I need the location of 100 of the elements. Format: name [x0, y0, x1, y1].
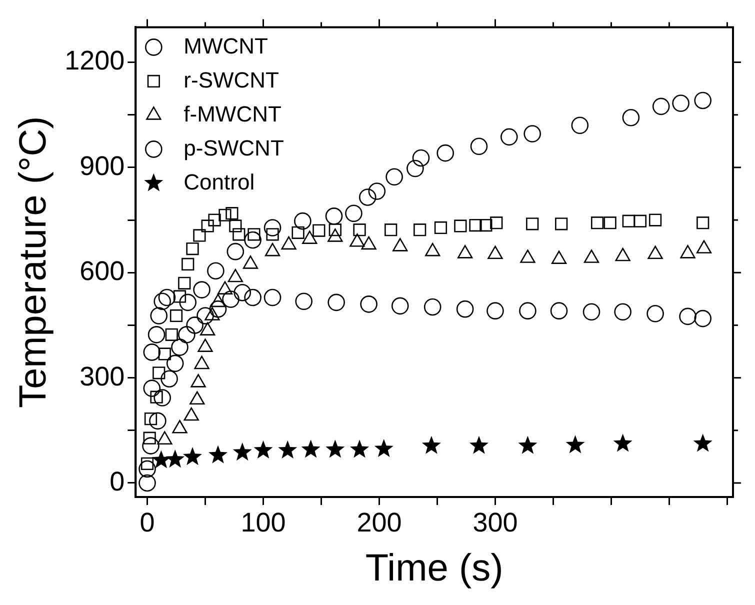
- point: [694, 310, 712, 328]
- point: [208, 445, 228, 464]
- point: [244, 288, 262, 306]
- point: [604, 216, 616, 230]
- point: [696, 216, 710, 230]
- point: [480, 218, 492, 232]
- point: [232, 442, 252, 461]
- point: [368, 182, 386, 200]
- x-tick-label: 0: [140, 508, 155, 538]
- y-tick-label: 300: [80, 361, 125, 392]
- point: [412, 149, 430, 167]
- point: [226, 242, 244, 260]
- point: [328, 294, 345, 312]
- legend-label: r-SWCNT: [184, 67, 279, 92]
- point: [157, 431, 172, 445]
- point: [148, 326, 166, 344]
- point: [138, 474, 156, 492]
- point: [201, 220, 214, 232]
- point: [158, 348, 171, 360]
- point: [234, 284, 252, 302]
- point: [414, 224, 426, 236]
- point: [170, 309, 183, 322]
- point: [406, 160, 424, 178]
- point: [345, 204, 362, 222]
- point: [158, 288, 176, 306]
- point: [222, 290, 240, 308]
- point: [264, 288, 282, 306]
- legend-label: p-SWCNT: [184, 135, 284, 160]
- point: [143, 432, 156, 444]
- point: [226, 207, 238, 220]
- point: [424, 298, 442, 316]
- point: [182, 447, 202, 466]
- point: [143, 380, 161, 397]
- point: [229, 220, 242, 232]
- point: [244, 231, 262, 249]
- point: [358, 188, 376, 206]
- point: [693, 434, 712, 452]
- point: [144, 412, 158, 426]
- point: [152, 366, 166, 380]
- point: [436, 144, 454, 162]
- point: [571, 116, 589, 134]
- x-tick-label: 300: [472, 508, 518, 538]
- point: [149, 412, 166, 430]
- point: [196, 307, 214, 324]
- point: [486, 302, 504, 320]
- point: [353, 224, 366, 236]
- point: [154, 389, 171, 406]
- point: [519, 302, 536, 320]
- point: [278, 440, 298, 458]
- point: [326, 440, 345, 458]
- point: [518, 436, 538, 454]
- point: [178, 326, 196, 344]
- point: [566, 435, 585, 454]
- point: [165, 328, 178, 341]
- point: [295, 292, 312, 310]
- point: [374, 438, 394, 458]
- point: [555, 218, 568, 230]
- point: [294, 212, 312, 230]
- point: [590, 216, 604, 230]
- point: [386, 168, 403, 186]
- point: [325, 208, 343, 225]
- point: [160, 370, 178, 388]
- point: [384, 224, 398, 236]
- point: [173, 290, 186, 303]
- point: [264, 219, 282, 236]
- point: [391, 297, 409, 315]
- point: [652, 98, 670, 116]
- point: [312, 224, 326, 237]
- point: [500, 128, 518, 146]
- point: [138, 460, 156, 478]
- point: [646, 304, 664, 322]
- point: [634, 214, 647, 228]
- point: [301, 440, 320, 458]
- point: [208, 214, 221, 226]
- y-tick-label: 0: [110, 466, 125, 496]
- point: [178, 276, 191, 290]
- point: [292, 226, 304, 239]
- point: [186, 242, 199, 256]
- legend-label: Control: [184, 169, 255, 194]
- y-tick-label: 600: [80, 256, 125, 286]
- point: [209, 300, 227, 318]
- point: [193, 281, 210, 298]
- x-tick-label: 100: [240, 508, 286, 538]
- point: [434, 221, 448, 234]
- x-axis-title: Time (s): [365, 548, 504, 590]
- y-tick-label: 1200: [64, 46, 125, 76]
- point: [218, 208, 232, 222]
- point: [526, 218, 539, 230]
- point: [694, 92, 712, 110]
- point: [154, 292, 171, 310]
- point: [179, 294, 197, 312]
- point: [166, 449, 185, 468]
- point: [350, 440, 370, 458]
- point: [207, 262, 224, 280]
- point: [622, 109, 640, 126]
- point: [171, 338, 188, 356]
- point: [679, 308, 696, 326]
- point: [190, 391, 205, 405]
- point: [614, 303, 632, 321]
- point: [193, 229, 206, 242]
